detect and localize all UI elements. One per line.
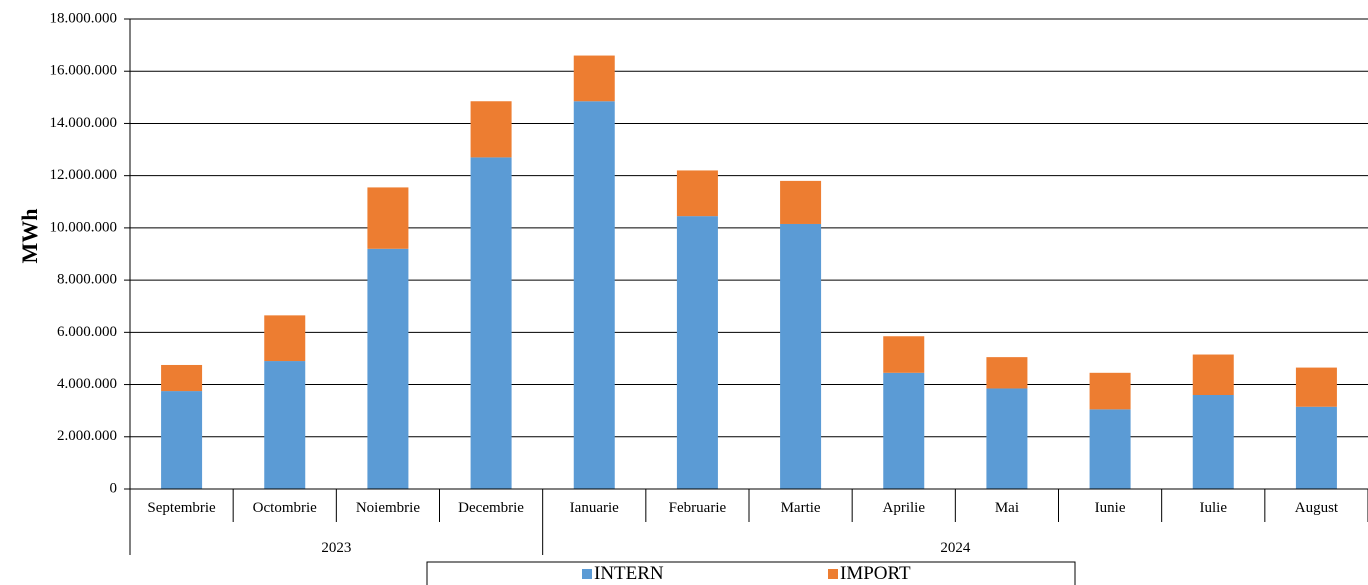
bar-intern (470, 157, 512, 489)
bar-intern (573, 101, 615, 489)
legend-swatch-import (828, 569, 838, 579)
bar-import (161, 364, 203, 392)
y-tick-label: 0 (110, 480, 118, 496)
y-tick-label: 14.000.000 (50, 115, 118, 131)
bar-import (367, 187, 409, 249)
legend: INTERN IMPORT (426, 561, 1076, 585)
x-tick-label: Aprilie (883, 500, 926, 516)
x-tick-labels: Septembrie Octombrie Noiembrie Decembrie Ian… (147, 500, 1338, 516)
y-tick-label: 16.000.000 (50, 63, 118, 79)
y-axis-label: MWh (17, 209, 42, 264)
x-tick-label: Noiembrie (356, 500, 420, 516)
x-tick-label: Ianuarie (570, 500, 619, 516)
group-label: 2024 (940, 540, 971, 556)
gridlines (124, 18, 1368, 490)
bar-import (1295, 367, 1337, 407)
bar-intern (1192, 395, 1234, 489)
bar-import (883, 336, 925, 373)
x-tick-label: Mai (995, 500, 1019, 516)
bar-import (264, 315, 306, 362)
y-tick-label: 10.000.000 (50, 219, 118, 235)
bar-intern (986, 388, 1028, 489)
axes (129, 19, 1368, 555)
bar-intern (1089, 409, 1131, 489)
bar-import (573, 55, 615, 102)
bar-intern (780, 223, 822, 489)
x-tick-label: Martie (781, 500, 821, 516)
x-tick-label: Octombrie (253, 500, 317, 516)
bar-intern (883, 372, 925, 489)
y-tick-label: 18.000.000 (50, 10, 118, 26)
x-tick-label: Iunie (1095, 500, 1126, 516)
legend-swatch-intern (582, 569, 592, 579)
bar-import (1089, 372, 1131, 410)
bar-import (986, 357, 1028, 389)
legend-box (426, 561, 1076, 585)
bar-intern (676, 216, 718, 489)
x-tick-label: Septembrie (147, 500, 216, 516)
y-tick-label: 12.000.000 (50, 167, 118, 183)
y-tick-label: 6.000.000 (57, 324, 117, 340)
year-group-labels: 2023 2024 (321, 540, 971, 556)
x-tick-label: Decembrie (458, 500, 524, 516)
bar-intern (161, 391, 203, 489)
bar-import (1192, 354, 1234, 395)
bar-import (676, 170, 718, 217)
y-tick-labels: 0 2.000.000 4.000.000 6.000.000 8.000.000 10.… (50, 10, 118, 496)
x-tick-label: Iulie (1200, 500, 1228, 516)
x-tick-label: August (1295, 500, 1339, 516)
bar-import (780, 180, 822, 224)
bar-intern (264, 361, 306, 489)
y-tick-label: 2.000.000 (57, 428, 117, 444)
bar-intern (1295, 406, 1337, 489)
y-tick-label: 4.000.000 (57, 376, 117, 392)
bar-import (470, 101, 512, 158)
legend-label: INTERN (594, 563, 664, 584)
bars (161, 55, 1337, 489)
legend-label: IMPORT (840, 563, 911, 584)
group-label: 2023 (321, 540, 351, 556)
x-tick-label: Februarie (669, 500, 727, 516)
y-tick-label: 8.000.000 (57, 272, 117, 288)
bar-intern (367, 248, 409, 489)
